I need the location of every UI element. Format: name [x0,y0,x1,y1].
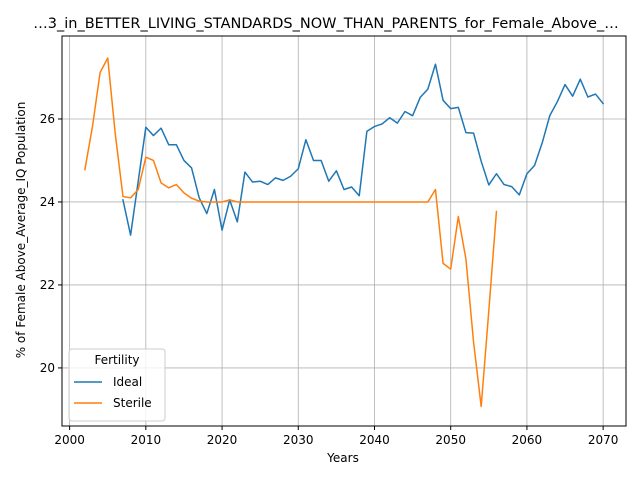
grid-lines [62,36,626,426]
x-axis-ticks: 2000 2010 2020 2030 2040 2050 2060 2070 [54,426,618,447]
legend-label-ideal: Ideal [113,375,142,389]
legend-title: Fertility [94,353,139,367]
y-tick-label: 20 [40,361,55,375]
x-axis-label: Years [326,451,359,465]
series-lines [83,57,605,408]
y-tick-label: 22 [40,278,55,292]
x-tick-label: 2000 [54,433,85,447]
x-tick-label: 2030 [283,433,314,447]
x-tick-label: 2070 [588,433,619,447]
y-axis-ticks: 20 22 24 26 [40,112,62,375]
x-tick-label: 2050 [435,433,466,447]
x-tick-label: 2020 [207,433,238,447]
y-axis-label: % of Female Above_Average_IQ Population [14,102,28,359]
x-tick-label: 2040 [359,433,390,447]
series-line-ideal [122,63,605,236]
series-line-sterile [83,57,498,408]
plot-area-frame [61,35,627,427]
x-tick-label: 2010 [131,433,162,447]
x-tick-label: 2060 [512,433,543,447]
y-tick-label: 24 [40,195,55,209]
legend: Fertility Ideal Sterile [68,348,166,422]
y-tick-label: 26 [40,112,55,126]
chart-title: …3_in_BETTER_LIVING_STANDARDS_NOW_THAN_P… [33,16,618,32]
legend-label-sterile: Sterile [113,396,152,410]
